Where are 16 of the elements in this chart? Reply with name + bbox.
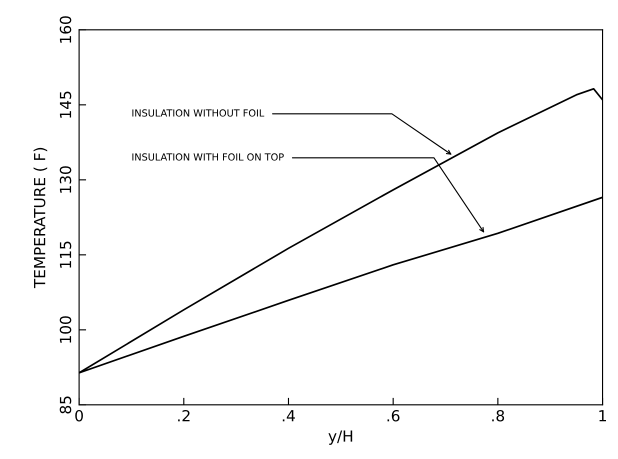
y-axis-title: TEMPERATURE ( F) (34, 148, 48, 288)
x-axis-title: y/H (328, 430, 352, 445)
x-tick-label: .8 (492, 410, 504, 422)
y-tick-label: 85 (60, 396, 72, 414)
y-tick-label: 100 (60, 316, 72, 343)
x-tick-label: .4 (282, 410, 295, 422)
y-tick-label: 160 (60, 16, 72, 43)
y-tick-label: 115 (60, 242, 72, 268)
y-tick-label: 145 (60, 92, 72, 118)
x-tick-label: .6 (388, 410, 400, 422)
y-tick-label: 130 (60, 166, 72, 193)
x-tick-label: 1 (599, 410, 606, 422)
annotation: INSULATION WITHOUT FOIL (132, 109, 264, 117)
annotation: INSULATION WITH FOIL ON TOP (132, 153, 284, 161)
x-tick-label: .2 (178, 410, 190, 422)
x-tick-label: 0 (75, 410, 83, 422)
